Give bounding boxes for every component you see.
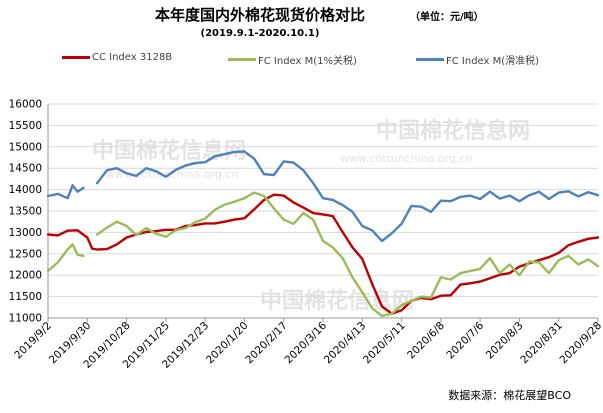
legend-swatch-fc1	[228, 58, 256, 61]
x-tick-label: 2020/8/3	[484, 320, 526, 362]
watermark-url-2: www.cottonchina.org.cn	[106, 168, 238, 181]
y-tick-label: 15500	[9, 120, 42, 132]
legend-label-fc1: FC Index M(1%关税)	[258, 56, 357, 67]
y-tick-label: 12500	[9, 248, 42, 260]
y-tick-label: 15000	[9, 141, 42, 153]
legend-label-cc: CC Index 3128B	[92, 52, 173, 63]
line-series-fc-index-1pct	[46, 191, 600, 318]
y-tick-label: 14000	[9, 184, 42, 196]
line-series-fc-index-sliding	[46, 150, 600, 243]
x-tick-label: 2020/7/6	[444, 319, 486, 361]
legend-label-fcslide: FC Index M(滑准税)	[446, 56, 540, 67]
y-tick-label: 13500	[9, 206, 42, 218]
y-tick-label: 16000	[9, 99, 42, 111]
unit-note: （单位：元/吨）	[410, 12, 484, 23]
x-tick-label: 2019/9/2	[12, 320, 54, 362]
legend-item-cc: CC Index 3128B	[62, 52, 172, 63]
watermark-text: 中国棉花信息网	[92, 138, 246, 164]
y-tick-label: 11000	[9, 313, 42, 325]
watermark: 中国棉花信息网 中国棉花信息网 中国棉花信息网 www.cottonchina.…	[92, 118, 530, 314]
legend-item-fcslide: FC Index M(滑准税)	[416, 52, 539, 67]
chart-subtitle: (2019.9.1-2020.10.1)	[200, 28, 320, 39]
legend-item-fc1: FC Index M(1%关税)	[228, 52, 357, 67]
x-tick-label: 2020/6/8	[405, 320, 447, 362]
y-tick-label: 14500	[9, 163, 42, 175]
line-series-cc-index	[46, 193, 600, 315]
legend-swatch-fcslide	[416, 58, 444, 61]
x-tick-label: 2020/9/28	[558, 320, 603, 367]
y-tick-label: 13000	[9, 227, 42, 239]
chart-title: 本年度国内外棉花现货价格对比	[154, 6, 365, 24]
y-tick-label: 11500	[9, 291, 42, 303]
watermark-text-3: 中国棉花信息网	[260, 288, 414, 314]
x-tick-label: 2020/5/11	[361, 320, 408, 367]
legend-swatch-cc	[62, 56, 90, 59]
y-tick-label: 12000	[9, 270, 42, 282]
data-source: 数据来源：棉花展望BCO	[448, 389, 571, 402]
watermark-url: www.cottonchina.org.cn	[340, 152, 472, 165]
legend: CC Index 3128B FC Index M(1%关税) FC Index…	[0, 52, 603, 68]
watermark-text-2: 中国棉花信息网	[376, 118, 530, 144]
